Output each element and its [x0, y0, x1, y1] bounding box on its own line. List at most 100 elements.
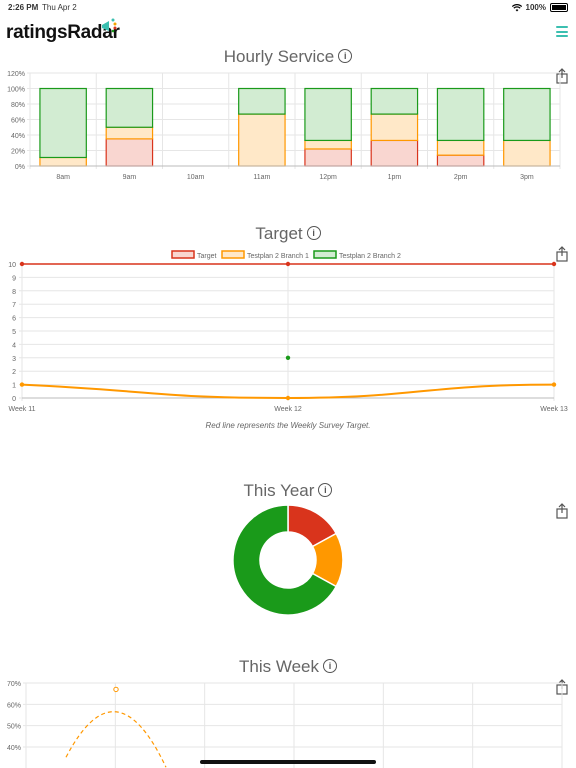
bar-segment [370, 113, 419, 142]
y-tick-label: 5 [12, 329, 16, 336]
info-icon[interactable]: i [306, 225, 321, 240]
home-indicator[interactable] [200, 760, 376, 764]
info-icon[interactable]: i [318, 482, 333, 497]
legend-swatch [171, 250, 195, 259]
bar-segment [39, 87, 87, 159]
y-tick-label: 0 [12, 396, 16, 403]
y-tick-label: 3 [12, 356, 16, 363]
bar-segment [304, 148, 352, 167]
x-tick-label: 9am [123, 174, 137, 181]
week-point [113, 686, 119, 693]
legend-label: Testplan 2 Branch 1 [247, 253, 309, 260]
y-tick-label: 100% [7, 87, 25, 94]
bar-segment [436, 87, 485, 142]
bar-segment [39, 156, 87, 167]
y-tick-label: 80% [11, 102, 25, 109]
y-tick-label: 60% [7, 702, 21, 709]
bar-segment [238, 113, 286, 167]
y-tick-label: 1 [12, 383, 16, 390]
status-time: 2:26 PM [8, 3, 39, 12]
y-tick-label: 20% [11, 149, 25, 156]
info-icon[interactable]: i [338, 48, 353, 63]
hourly-section-title: Hourly Service i [0, 47, 576, 67]
branch1-point [285, 395, 291, 401]
y-tick-label: 40% [7, 745, 21, 752]
y-tick-label: 0% [15, 164, 25, 171]
hourly-service-chart: 0% 20% 40% 60% 80% 100% 120% 8am 9am 10am 11am 12pm… [7, 71, 561, 181]
status-right: 100% [511, 3, 568, 12]
x-tick-label: Week 12 [274, 406, 302, 413]
y-tick-label: 9 [12, 275, 16, 282]
x-tick-label: 12pm [319, 174, 337, 181]
battery-percent: 100% [525, 3, 546, 12]
pie-slice [232, 504, 338, 616]
x-tick-label: 8am [56, 174, 70, 181]
target-chart: Target Testplan 2 Branch 1 Testplan 2 Bran… [8, 250, 568, 413]
bar-segment [304, 87, 352, 142]
year-donut-chart [232, 504, 344, 616]
y-tick-label: 50% [7, 724, 21, 731]
y-tick-label: 2 [12, 369, 16, 376]
y-tick-label: 70% [7, 681, 21, 688]
y-tick-label: 7 [12, 302, 16, 309]
y-tick-label: 120% [7, 71, 25, 78]
week-line [65, 711, 167, 768]
target-point [19, 261, 25, 267]
y-tick-label: 10 [8, 262, 16, 269]
legend-swatch [221, 250, 245, 259]
y-tick-label: 4 [12, 342, 16, 349]
info-icon[interactable]: i [323, 658, 337, 673]
bar-segment [105, 138, 154, 167]
target-title-text: Target [255, 224, 303, 243]
branch1-point [551, 382, 557, 387]
target-section-title: Target i [0, 224, 576, 244]
status-date: Thu Apr 2 [42, 3, 77, 12]
wifi-icon [511, 3, 522, 11]
app-logo: ratingsRadar [6, 22, 120, 43]
week-section-title: This Week i [0, 657, 576, 677]
bar-segment [503, 139, 551, 167]
menu-bar [556, 26, 568, 28]
bar-segment [304, 139, 352, 150]
branch1-point [19, 382, 25, 387]
year-section-title: This Year i [0, 481, 576, 501]
target-point [285, 261, 291, 267]
week-line-chart: 40% 50% 60% 70% [7, 681, 563, 768]
bar-segment [436, 139, 485, 156]
menu-bar [556, 30, 568, 33]
legend-label: Testplan 2 Branch 2 [339, 253, 401, 260]
week-title-text: This Week [239, 657, 319, 676]
x-tick-label: Week 11 [9, 406, 36, 413]
x-tick-label: 11am [253, 174, 270, 181]
legend-label: Target [197, 253, 217, 260]
target-caption: Red line represents the Weekly Survey Ta… [205, 421, 371, 430]
megaphone-logo-icon [102, 18, 117, 33]
share-icon[interactable] [555, 246, 569, 262]
x-tick-label: 1pm [388, 174, 402, 181]
battery-icon [550, 3, 568, 12]
bar-segment [503, 87, 551, 142]
branch2-point [285, 355, 291, 360]
share-icon[interactable] [555, 68, 569, 84]
y-tick-label: 60% [11, 118, 25, 125]
bar-segment [436, 154, 485, 167]
y-tick-label: 40% [11, 133, 25, 140]
bar-segment [105, 126, 154, 140]
y-tick-label: 8 [12, 289, 16, 296]
bar-segment [370, 87, 419, 115]
share-icon[interactable] [555, 503, 569, 519]
x-tick-label: 10am [187, 174, 205, 181]
app-header: ratingsRadar [0, 14, 576, 48]
x-tick-label: 2pm [454, 174, 468, 181]
bar-segment [370, 139, 419, 167]
x-tick-label: 3pm [520, 174, 534, 181]
menu-button[interactable] [556, 26, 568, 37]
target-point [551, 261, 557, 267]
bar-segment [105, 87, 154, 128]
x-tick-label: Week 13 [540, 406, 568, 413]
year-title-text: This Year [243, 481, 315, 500]
menu-bar [556, 35, 568, 37]
legend-swatch [313, 250, 337, 259]
hourly-title-text: Hourly Service [223, 47, 335, 66]
status-bar: 2:26 PM Thu Apr 2 100% [0, 0, 576, 14]
